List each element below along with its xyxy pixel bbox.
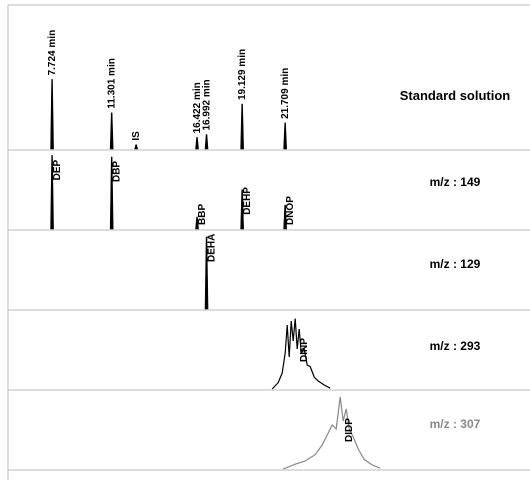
peak-label: 19.129 min <box>237 49 248 100</box>
peak-label: DNOP <box>285 196 296 225</box>
panel-label: Standard solution <box>400 88 511 103</box>
panel-label: m/z : 293 <box>430 339 481 353</box>
peak <box>109 112 114 150</box>
peak-label: DBP <box>112 161 123 182</box>
peak <box>50 155 54 230</box>
peak-label: 7.724 min <box>47 30 58 76</box>
peak <box>50 79 54 150</box>
peak-label: 16.992 min <box>202 79 213 130</box>
trace <box>282 396 381 470</box>
peak-label: DEHP <box>242 187 253 215</box>
peak-label: 21.709 min <box>280 68 291 119</box>
peak <box>195 216 199 230</box>
panel-label: m/z : 149 <box>430 175 481 189</box>
peak <box>283 204 287 230</box>
peak <box>109 156 114 230</box>
peak-label: DEP <box>52 160 63 181</box>
peak-label: 11.301 min <box>107 58 118 109</box>
peak <box>240 189 244 230</box>
trace-label: DIDP <box>344 418 355 442</box>
peak-label: BBP <box>197 204 208 225</box>
trace-label: DINP <box>299 338 310 362</box>
panel-label: m/z : 307 <box>430 417 481 431</box>
panel-label: m/z : 129 <box>430 257 481 271</box>
peak <box>134 144 139 150</box>
peak <box>240 103 244 150</box>
peak <box>204 134 209 150</box>
peak-label: 16.422 min <box>192 82 203 133</box>
peak <box>283 122 287 150</box>
peak-label: IS <box>131 131 142 141</box>
peak <box>195 137 199 150</box>
trace <box>271 318 331 390</box>
peak <box>204 236 209 310</box>
peak-label: DEHA <box>207 234 218 262</box>
